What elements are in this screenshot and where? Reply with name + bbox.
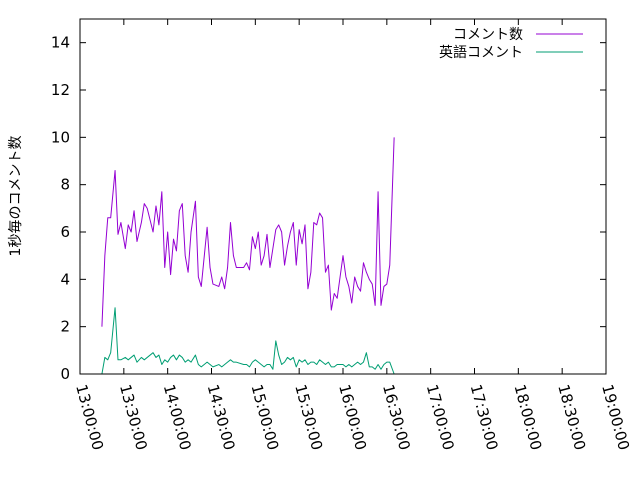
y-tick-label: 10 (51, 128, 70, 146)
y-tick-label: 6 (60, 223, 70, 241)
legend-label: 英語コメント (439, 44, 523, 61)
y-tick-label: 12 (51, 81, 70, 99)
y-tick-label: 2 (60, 318, 70, 336)
series-line-1 (101, 137, 395, 327)
y-tick-label: 14 (51, 34, 70, 52)
series-line-2 (101, 307, 395, 375)
plot-marks (101, 137, 395, 375)
y-tick-label: 0 (60, 365, 70, 383)
y-axis-label: 1秒毎のコメント数 (8, 136, 24, 257)
y-tick-label: 4 (60, 270, 70, 288)
y-axis: 0 2 4 6 8 10 12 14 (51, 34, 606, 383)
legend-label: コメント数 (453, 27, 523, 43)
y-tick-label: 8 (60, 176, 70, 194)
